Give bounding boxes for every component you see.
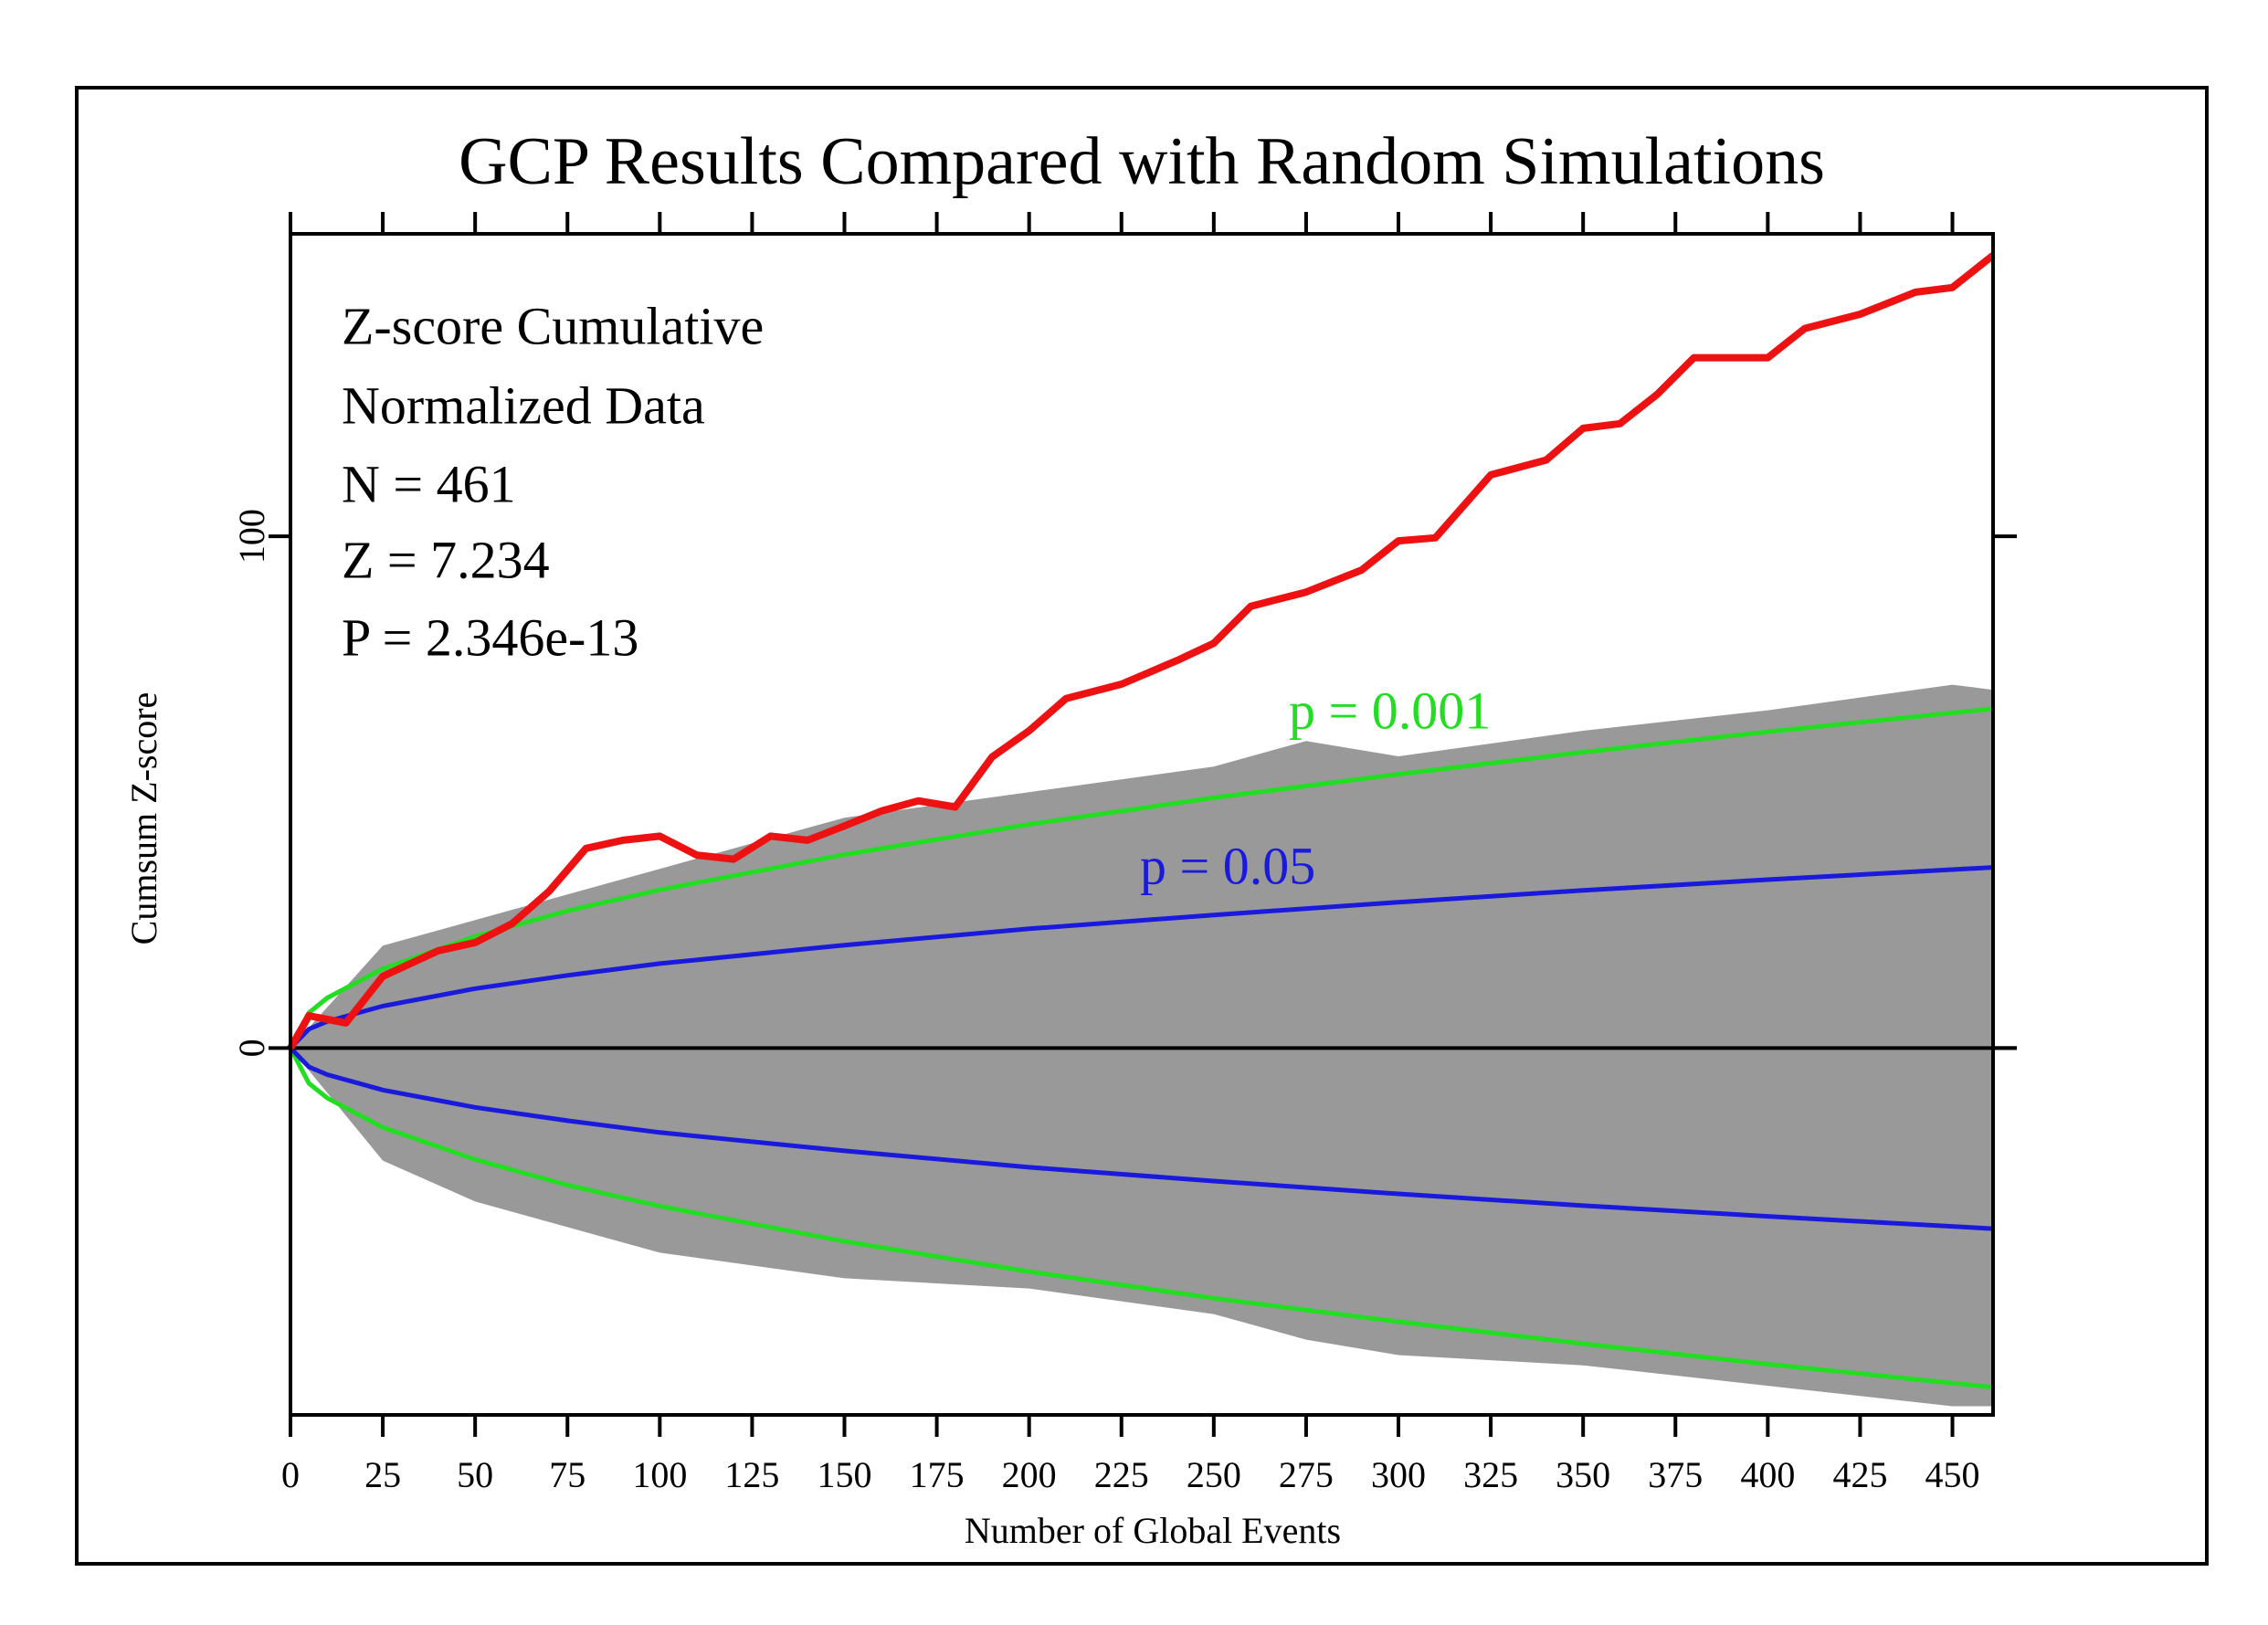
x-tick-label: 300 bbox=[1371, 1454, 1426, 1495]
annotation: Z-score Cumulative bbox=[342, 296, 764, 355]
annotation: Normalized Data bbox=[342, 375, 705, 435]
annotation: P = 2.346e-13 bbox=[342, 607, 638, 667]
envelope-lower bbox=[288, 1047, 1994, 1390]
x-tick-label: 350 bbox=[1556, 1454, 1610, 1495]
envelope-label: p = 0.05 bbox=[1140, 836, 1315, 895]
frame bbox=[75, 86, 2209, 1566]
x-tick-label: 150 bbox=[818, 1454, 872, 1495]
plot-area bbox=[289, 232, 1995, 1417]
x-tick-label: 50 bbox=[457, 1454, 493, 1495]
x-tick-label: 25 bbox=[364, 1454, 401, 1495]
annotation: N = 461 bbox=[342, 454, 516, 513]
chart-title: GCP Results Compared with Random Simulat… bbox=[459, 124, 1825, 199]
x-tick-label: 100 bbox=[632, 1454, 687, 1495]
x-tick-label: 200 bbox=[1002, 1454, 1057, 1495]
x-tick-label: 450 bbox=[1925, 1454, 1980, 1495]
x-tick-label: 375 bbox=[1648, 1454, 1703, 1495]
envelope-lower bbox=[289, 1046, 1994, 1231]
x-tick-label: 400 bbox=[1740, 1454, 1795, 1495]
simulation-band bbox=[290, 684, 1993, 1407]
x-tick-label: 225 bbox=[1094, 1454, 1149, 1495]
x-tick-label: 175 bbox=[910, 1454, 965, 1495]
x-tick-label: 325 bbox=[1463, 1454, 1518, 1495]
x-tick-label: 250 bbox=[1187, 1454, 1241, 1495]
x-tick-label: 75 bbox=[549, 1454, 585, 1495]
annotation: Z = 7.234 bbox=[342, 530, 550, 589]
x-tick-label: 275 bbox=[1279, 1454, 1334, 1495]
envelope-upper bbox=[288, 706, 1994, 1050]
y-axis-label: Cumsum Z-score bbox=[123, 692, 164, 945]
x-tick-label: 0 bbox=[281, 1454, 300, 1495]
y-tick-label: 0 bbox=[231, 1039, 272, 1057]
envelope-label: p = 0.001 bbox=[1289, 681, 1491, 740]
y-tick-label: 100 bbox=[231, 509, 272, 564]
series-line bbox=[287, 252, 1996, 1050]
x-axis-label: Number of Global Events bbox=[965, 1510, 1341, 1551]
x-tick-label: 125 bbox=[724, 1454, 779, 1495]
x-tick-label: 425 bbox=[1832, 1454, 1887, 1495]
